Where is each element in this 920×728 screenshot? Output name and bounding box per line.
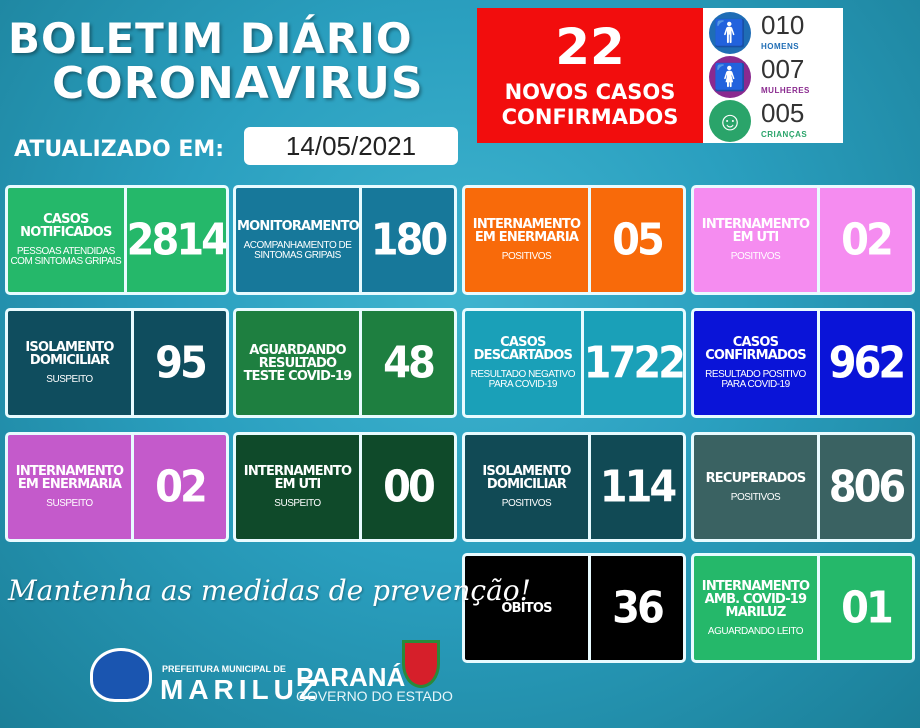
card-value: 2814 [126, 214, 226, 266]
card-subtitle: POSITIVOS [730, 491, 781, 503]
card-value: 180 [370, 214, 449, 266]
stat-card: INTERNAMENTO EM UTI POSITIVOS 02 [691, 185, 915, 295]
title-line2: CORONAVIRUS [52, 58, 424, 109]
card-label: ÓBITOS [465, 556, 591, 660]
card-value: 95 [155, 337, 208, 389]
demographic-value: 010 [761, 10, 805, 40]
card-label: RECUPERADOS POSITIVOS [694, 435, 820, 539]
stat-card: INTERNAMENTO EM ENERMARIA SUSPEITO 02 [5, 432, 229, 542]
card-subtitle: SUSPEITO [46, 374, 93, 385]
card-title: CASOS DESCARTADOS [473, 335, 573, 363]
card-subtitle: POSITIVOS [501, 251, 552, 262]
demographic-label: CRIANÇAS [761, 130, 808, 139]
mariluz-crest-logo [90, 648, 152, 702]
updated-label: ATUALIZADO EM: [14, 137, 225, 162]
state-name: PARANÁ [296, 662, 406, 692]
card-label: CASOS CONFIRMADOS RESULTADO POSITIVO PAR… [694, 311, 820, 415]
parana-shield-logo [402, 640, 440, 688]
city-name: MARILUZ [160, 674, 321, 705]
baby-icon: ☺ [709, 100, 751, 142]
card-label: INTERNAMENTO AMB. COVID-19 MARILUZ AGUAR… [694, 556, 820, 660]
stat-card: CASOS CONFIRMADOS RESULTADO POSITIVO PAR… [691, 308, 915, 418]
demographics-panel: 🚹 010 HOMENS 🚺 007 MULHERES ☺ 005 CRIANÇAS [703, 8, 843, 143]
card-label: MONITORAMENTO ACOMPANHAMENTO DE SINTOMAS… [236, 188, 362, 292]
stat-card: ISOLAMENTO DOMICILIAR POSITIVOS 114 [462, 432, 686, 542]
stat-card: INTERNAMENTO AMB. COVID-19 MARILUZ AGUAR… [691, 553, 915, 663]
card-title: RECUPERADOS [705, 470, 807, 486]
card-subtitle: SUSPEITO [274, 498, 321, 509]
card-label: INTERNAMENTO EM ENERMARIA POSITIVOS [465, 188, 591, 292]
man-icon: 🚹 [709, 12, 751, 54]
demographic-2: ☺ 005 CRIANÇAS [709, 98, 839, 144]
card-subtitle: RESULTADO NEGATIVO PARA COVID-19 [470, 369, 576, 390]
stat-card: RECUPERADOS POSITIVOS 806 [691, 432, 915, 542]
card-subtitle: RESULTADO POSITIVO PARA COVID-19 [705, 369, 806, 390]
card-label: AGUARDANDO RESULTADO TESTE COVID-19 [236, 311, 362, 415]
update-date: 14/05/2021 [244, 127, 458, 165]
card-value: 114 [599, 461, 678, 513]
card-value: 36 [612, 582, 665, 634]
card-title: INTERNAMENTO EM UTI [243, 464, 352, 492]
demographic-value: 007 [761, 54, 805, 84]
card-label: INTERNAMENTO EM ENERMARIA SUSPEITO [8, 435, 134, 539]
card-title: ÓBITOS [501, 600, 552, 616]
card-title: INTERNAMENTO EM ENERMARIA [472, 217, 581, 245]
slogan: Mantenha as medidas de prevenção! [8, 574, 531, 607]
card-title: CASOS CONFIRMADOS [705, 335, 806, 363]
demographic-label: HOMENS [761, 42, 800, 51]
new-cases-box: 22 NOVOS CASOS CONFIRMADOS [477, 8, 703, 143]
stat-card: CASOS NOTIFICADOS PESSOAS ATENDIDAS COM … [5, 185, 229, 295]
card-title: INTERNAMENTO EM ENERMARIA [15, 464, 124, 492]
new-cases-value: 22 [555, 18, 625, 76]
card-subtitle: ACOMPANHAMENTO DE SINTOMAS GRIPAIS [243, 239, 352, 261]
card-label: ISOLAMENTO DOMICILIAR POSITIVOS [465, 435, 591, 539]
stat-card: ÓBITOS 36 [462, 553, 686, 663]
card-title: MONITORAMENTO [237, 218, 360, 234]
demographic-1: 🚺 007 MULHERES [709, 54, 839, 100]
card-subtitle: POSITIVOS [730, 251, 781, 262]
card-value: 02 [841, 214, 894, 266]
stat-card: AGUARDANDO RESULTADO TESTE COVID-19 48 [233, 308, 457, 418]
card-title: INTERNAMENTO EM UTI [701, 217, 810, 245]
card-label: CASOS DESCARTADOS RESULTADO NEGATIVO PAR… [465, 311, 584, 415]
card-subtitle: SUSPEITO [46, 498, 93, 509]
title-line1: BOLETIM DIÁRIO [8, 14, 413, 63]
gov-label: GOVERNO DO ESTADO [296, 688, 453, 704]
card-title: AGUARDANDO RESULTADO TESTE COVID-19 [243, 342, 353, 384]
card-value: 48 [383, 337, 436, 389]
stat-card: INTERNAMENTO EM ENERMARIA POSITIVOS 05 [462, 185, 686, 295]
card-label: ISOLAMENTO DOMICILIAR SUSPEITO [8, 311, 134, 415]
card-subtitle: PESSOAS ATENDIDAS COM SINTOMAS GRIPAIS [10, 246, 122, 267]
prefeitura-label: PREFEITURA MUNICIPAL DE [162, 664, 286, 674]
demographic-label: MULHERES [761, 86, 810, 95]
card-title: INTERNAMENTO AMB. COVID-19 MARILUZ [701, 578, 810, 620]
card-value: 05 [612, 214, 665, 266]
card-value: 962 [828, 337, 907, 389]
stat-card: ISOLAMENTO DOMICILIAR SUSPEITO 95 [5, 308, 229, 418]
card-value: 02 [155, 461, 208, 513]
new-cases-label: NOVOS CASOS CONFIRMADOS [501, 80, 679, 129]
card-label: INTERNAMENTO EM UTI POSITIVOS [694, 188, 820, 292]
card-value: 1722 [583, 337, 683, 389]
card-label: INTERNAMENTO EM UTI SUSPEITO [236, 435, 362, 539]
card-subtitle: AGUARDANDO LEITO [707, 625, 804, 637]
woman-icon: 🚺 [709, 56, 751, 98]
card-value: 01 [841, 582, 894, 634]
card-subtitle: POSITIVOS [501, 498, 552, 509]
card-title: ISOLAMENTO DOMICILIAR [25, 340, 114, 368]
stat-card: INTERNAMENTO EM UTI SUSPEITO 00 [233, 432, 457, 542]
card-title: ISOLAMENTO DOMICILIAR [482, 464, 571, 492]
stat-card: MONITORAMENTO ACOMPANHAMENTO DE SINTOMAS… [233, 185, 457, 295]
card-title: CASOS NOTIFICADOS [20, 212, 112, 240]
card-label: CASOS NOTIFICADOS PESSOAS ATENDIDAS COM … [8, 188, 127, 292]
stat-card: CASOS DESCARTADOS RESULTADO NEGATIVO PAR… [462, 308, 686, 418]
card-value: 806 [828, 461, 907, 513]
card-value: 00 [383, 461, 436, 513]
demographic-0: 🚹 010 HOMENS [709, 10, 839, 56]
demographic-value: 005 [761, 98, 805, 128]
